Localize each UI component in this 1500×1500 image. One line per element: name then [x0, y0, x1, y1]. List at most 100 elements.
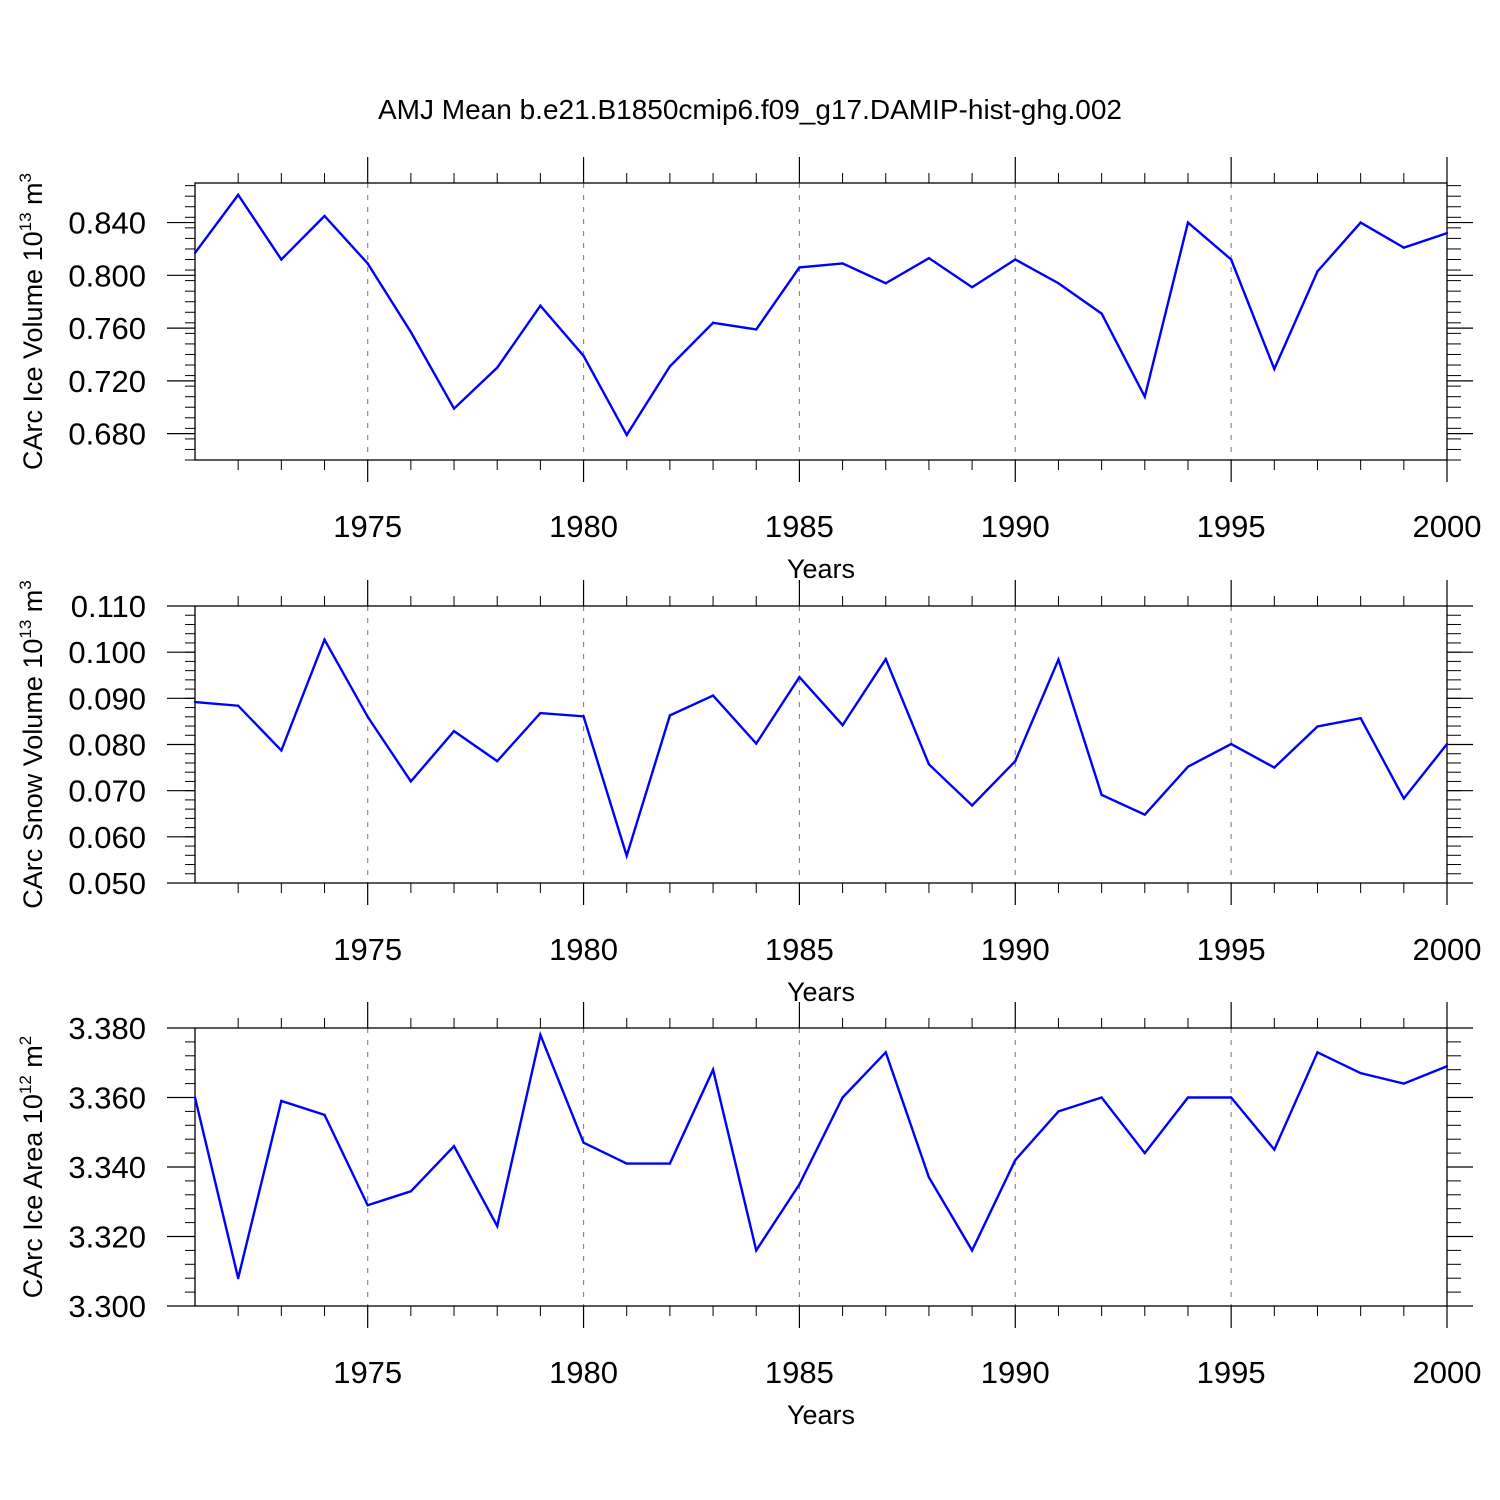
- x-tick-label: 1990: [981, 932, 1050, 967]
- x-tick-label: 1975: [333, 509, 402, 544]
- data-point: [409, 780, 413, 783]
- data-point: [841, 723, 844, 727]
- y-axis-label: CArc Ice Volume 1013 m3: [16, 173, 48, 470]
- data-point: [452, 1144, 456, 1148]
- data-point: [970, 1249, 974, 1252]
- data-point: [1359, 221, 1362, 224]
- x-tick-label: 1995: [1197, 1355, 1266, 1390]
- data-point: [582, 715, 585, 718]
- data-point: [1100, 1096, 1103, 1099]
- data-point: [1229, 1096, 1233, 1099]
- x-tick-label: 1995: [1197, 509, 1266, 544]
- data-point: [236, 704, 240, 707]
- data-point: [711, 321, 715, 325]
- data-point: [323, 214, 326, 218]
- x-tick-label: 1990: [981, 509, 1050, 544]
- data-point: [1014, 258, 1017, 261]
- data-point: [1445, 231, 1449, 235]
- data-point: [452, 407, 456, 410]
- data-point: [452, 729, 456, 733]
- data-point: [496, 366, 499, 369]
- data-point: [1359, 716, 1362, 720]
- data-point: [366, 1204, 369, 1207]
- data-point: [1445, 1065, 1449, 1068]
- x-tick-label: 1985: [765, 509, 834, 544]
- data-point: [1186, 765, 1190, 768]
- y-tick-label: 0.720: [68, 364, 146, 399]
- data-point: [798, 675, 801, 679]
- series-line: [194, 192, 1448, 438]
- data-point: [755, 328, 758, 331]
- x-tick-label: 1980: [549, 932, 618, 967]
- x-tick-label: 2000: [1413, 1355, 1482, 1390]
- data-point: [409, 1190, 413, 1193]
- data-point: [1359, 1071, 1362, 1075]
- plot-frame: [194, 1027, 1448, 1307]
- data-point: [1143, 813, 1146, 816]
- y-tick-label: 3.360: [68, 1081, 146, 1116]
- data-point: [1316, 725, 1319, 728]
- data-point: [1316, 1051, 1319, 1054]
- y-tick-label: 0.070: [68, 774, 146, 809]
- data-point: [711, 1068, 715, 1071]
- x-tick-label: 1980: [549, 1355, 618, 1390]
- data-point: [927, 1176, 931, 1179]
- y-tick-label: 3.300: [68, 1289, 146, 1324]
- y-tick-label: 0.090: [68, 681, 146, 716]
- data-point: [625, 433, 628, 437]
- x-tick-label: 1990: [981, 1355, 1050, 1390]
- data-point: [1273, 367, 1276, 371]
- y-tick-label: 0.060: [68, 820, 146, 855]
- x-axis-label: Years: [787, 977, 855, 1007]
- y-tick-label: 0.840: [68, 206, 146, 241]
- figure-title: AMJ Mean b.e21.B1850cmip6.f09_g17.DAMIP-…: [378, 94, 1122, 125]
- data-point: [409, 330, 413, 334]
- data-point: [884, 657, 887, 661]
- y-tick-label: 0.110: [71, 589, 146, 624]
- data-point: [1014, 1158, 1017, 1162]
- data-point: [668, 1162, 672, 1165]
- data-point: [668, 714, 672, 717]
- series-line: [193, 1030, 1448, 1279]
- data-point: [970, 286, 974, 289]
- data-point: [1273, 1148, 1276, 1151]
- y-tick-label: 0.680: [68, 417, 146, 452]
- series-line: [194, 636, 1448, 860]
- data-point: [1402, 246, 1406, 249]
- data-point: [755, 742, 758, 745]
- y-tick-label: 0.050: [68, 866, 146, 901]
- data-point: [1014, 759, 1017, 763]
- data-point: [1273, 766, 1276, 769]
- data-point: [755, 1249, 758, 1252]
- y-tick-label: 3.340: [68, 1150, 146, 1185]
- x-tick-label: 2000: [1413, 932, 1482, 967]
- data-point: [582, 354, 585, 357]
- data-point: [280, 749, 283, 752]
- data-point: [884, 1051, 887, 1054]
- panel-ice-area: 1975 1980 1985 1990 1995 2000 3.300 3.320 3.340 3…: [16, 1002, 1481, 1430]
- data-point: [1100, 312, 1103, 315]
- data-point: [582, 1141, 585, 1144]
- data-point: [496, 759, 499, 763]
- data-point: [798, 266, 801, 269]
- panels: 1975 1980 1985 1990 1995 2000 0.680 0.720 0.760 0…: [16, 157, 1481, 1430]
- data-point: [193, 251, 197, 255]
- data-point: [1445, 742, 1449, 746]
- data-point: [1057, 1110, 1060, 1113]
- y-tick-label: 0.100: [68, 635, 146, 670]
- data-point: [1402, 1082, 1406, 1085]
- data-point: [1229, 258, 1233, 261]
- data-point: [280, 1099, 283, 1103]
- x-tick-label: 1985: [765, 1355, 834, 1390]
- y-tick-label: 0.800: [68, 258, 146, 293]
- y-tick-label: 3.380: [68, 1011, 146, 1046]
- data-point: [539, 711, 542, 715]
- y-tick-label: 0.760: [68, 311, 146, 346]
- data-point: [625, 854, 628, 857]
- data-point: [1057, 658, 1060, 661]
- data-point: [323, 1113, 326, 1117]
- x-tick-label: 1975: [333, 932, 402, 967]
- data-point: [970, 804, 974, 807]
- y-axis-label: CArc Snow Volume 1013 m3: [16, 580, 48, 909]
